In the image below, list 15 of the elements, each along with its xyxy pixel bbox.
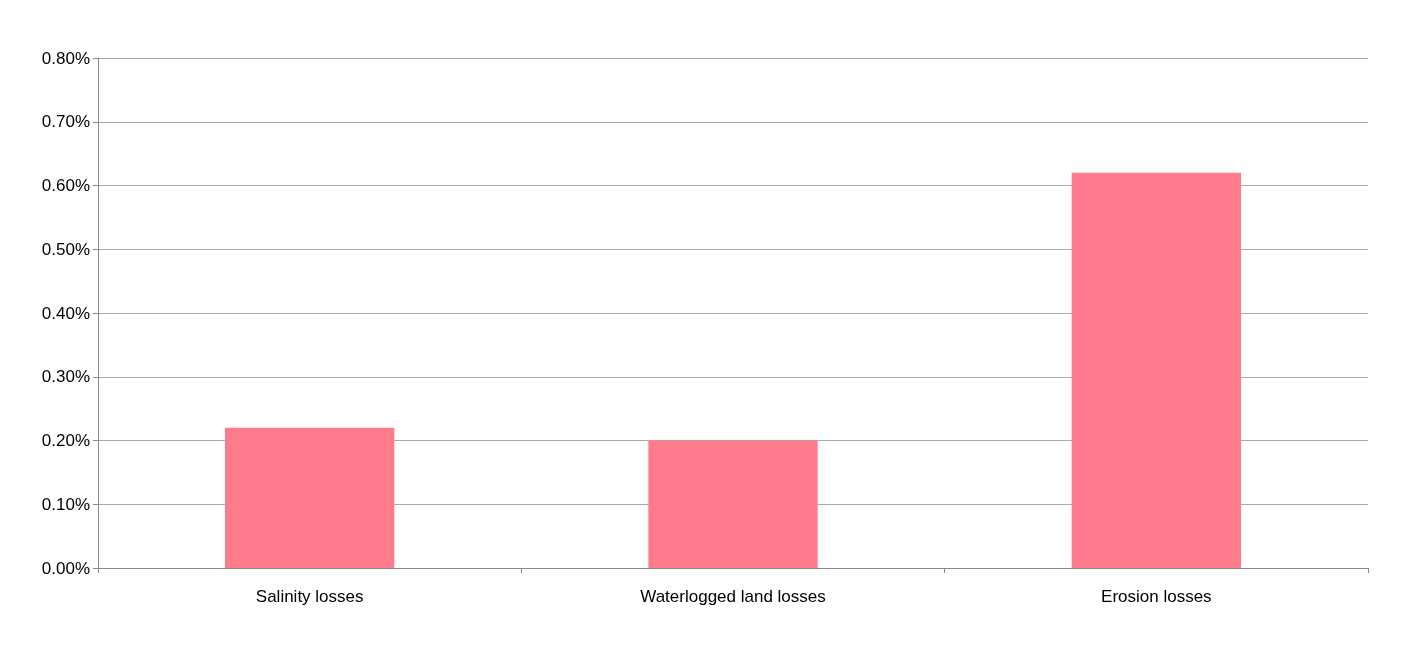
y-tick-label: 0.60% (41, 176, 90, 195)
x-tick-label: Waterlogged land losses (640, 587, 826, 606)
y-tick-label: 0.30% (41, 367, 90, 387)
x-tick-label: Erosion losses (1101, 587, 1212, 606)
y-tick-label: 0.20% (41, 431, 90, 450)
y-tick-label: 0.70% (41, 112, 90, 132)
y-tick-label: 0.40% (41, 303, 90, 323)
bar (648, 440, 818, 568)
x-tick-label: Salinity losses (255, 587, 364, 606)
y-tick-label: 0.00% (41, 558, 90, 578)
bar (1071, 172, 1241, 568)
y-tick-label: 0.80% (41, 48, 90, 68)
bar (225, 427, 395, 568)
y-tick-label: 0.10% (41, 494, 90, 514)
y-tick-label: 0.50% (41, 239, 90, 259)
